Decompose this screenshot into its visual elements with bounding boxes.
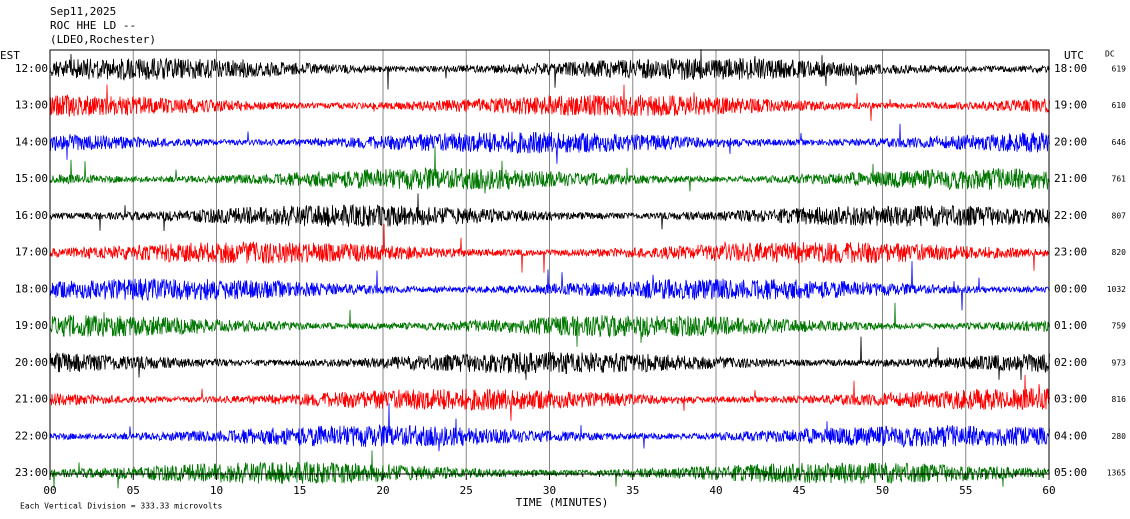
right-time-label: 18:00: [1054, 62, 1087, 75]
left-time-label: 23:00: [15, 466, 48, 479]
x-tick-label: 00: [43, 484, 56, 497]
dc-value: 646: [1112, 138, 1127, 147]
seismic-trace: [49, 336, 1050, 381]
dc-value: 759: [1112, 322, 1127, 331]
left-time-label: 16:00: [15, 209, 48, 222]
right-axis-title: UTC: [1064, 49, 1084, 62]
x-tick-label: 55: [959, 484, 972, 497]
right-time-label: 19:00: [1054, 99, 1087, 112]
x-tick-label: 25: [460, 484, 473, 497]
x-axis-title: TIME (MINUTES): [516, 496, 609, 509]
left-time-label: 22:00: [15, 429, 48, 442]
dc-value: 1032: [1107, 285, 1126, 294]
right-time-label: 05:00: [1054, 466, 1087, 479]
footer: Each Vertical Division = 333.33 microvol…: [20, 502, 222, 511]
right-time-label: 21:00: [1054, 172, 1087, 185]
dc-value: 820: [1112, 248, 1127, 257]
seismic-trace: [49, 403, 1050, 452]
left-time-label: 13:00: [15, 99, 48, 112]
dc-value: 1365: [1107, 469, 1126, 478]
left-time-label: 20:00: [15, 356, 48, 369]
dc-value: 610: [1112, 101, 1127, 110]
seismic-trace: [49, 223, 1050, 273]
right-time-label: 20:00: [1054, 135, 1087, 148]
seismic-trace: [49, 146, 1050, 194]
seismic-trace: [49, 123, 1050, 164]
right-time-label: 22:00: [1054, 209, 1087, 222]
x-tick-label: 50: [876, 484, 889, 497]
x-tick-label: 20: [376, 484, 389, 497]
seismic-trace: [49, 193, 1050, 232]
left-axis-title: EST: [0, 49, 20, 62]
right-time-label: 02:00: [1054, 356, 1087, 369]
dc-value: 280: [1112, 432, 1127, 441]
seismic-trace: [49, 302, 1050, 347]
right-time-label: 23:00: [1054, 246, 1087, 259]
dc-value: 761: [1112, 175, 1127, 184]
left-time-label: 17:00: [15, 246, 48, 259]
right-time-label: 04:00: [1054, 429, 1087, 442]
station: ROC HHE LD --: [50, 19, 136, 32]
x-tick-label: 35: [626, 484, 639, 497]
left-time-label: 18:00: [15, 282, 48, 295]
x-tick-label: 15: [293, 484, 306, 497]
left-time-label: 19:00: [15, 319, 48, 332]
left-time-label: 15:00: [15, 172, 48, 185]
x-tick-label: 10: [210, 484, 223, 497]
x-tick-label: 05: [127, 484, 140, 497]
seismic-trace: [49, 49, 1050, 90]
dc-value: 807: [1112, 211, 1127, 220]
x-tick-label: 60: [1042, 484, 1055, 497]
x-tick-label: 45: [793, 484, 806, 497]
seismic-trace: [49, 84, 1050, 121]
dc-value: 816: [1112, 395, 1127, 404]
seismic-trace: [49, 374, 1050, 421]
left-time-label: 14:00: [15, 135, 48, 148]
dc-value: 619: [1112, 65, 1127, 74]
date: Sep11,2025: [50, 5, 116, 18]
seismic-trace: [49, 261, 1050, 311]
dc-value: 973: [1112, 358, 1127, 367]
right-time-label: 01:00: [1054, 319, 1087, 332]
dc-title: DC: [1105, 50, 1115, 59]
x-tick-label: 30: [543, 484, 556, 497]
network: (LDEO,Rochester): [50, 33, 156, 46]
right-time-label: 03:00: [1054, 393, 1087, 406]
left-time-label: 12:00: [15, 62, 48, 75]
left-time-label: 21:00: [15, 393, 48, 406]
right-time-label: 00:00: [1054, 282, 1087, 295]
x-tick-label: 40: [709, 484, 722, 497]
